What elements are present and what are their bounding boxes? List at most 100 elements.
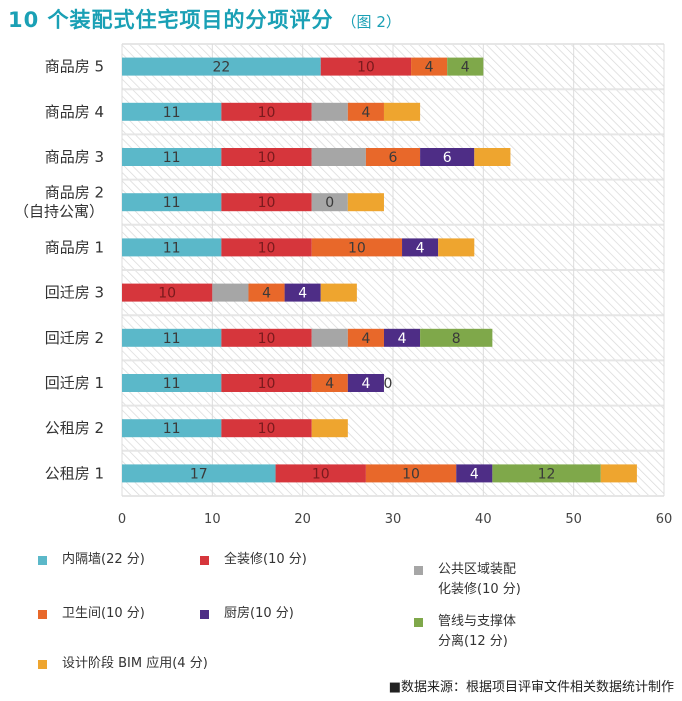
- data-label: 4: [461, 60, 470, 76]
- bar-segment: [311, 148, 366, 166]
- x-tick-label: 20: [294, 512, 311, 527]
- data-label: 11: [163, 421, 181, 437]
- category-label: 商品房 4: [45, 103, 104, 121]
- legend-label: 设计阶段 BIM 应用(4 分): [62, 656, 208, 671]
- data-label: 11: [163, 105, 181, 121]
- data-label: 6: [389, 150, 398, 166]
- bar-segment: [456, 464, 493, 483]
- data-label: 4: [361, 331, 370, 347]
- data-label: 10: [258, 150, 276, 166]
- legend-swatch: [38, 610, 47, 619]
- bar-segment: [122, 419, 222, 438]
- bar-segment: [474, 148, 511, 166]
- bar-segment: [221, 238, 312, 257]
- x-tick-label: 0: [118, 512, 126, 527]
- category-label: 回迁房 2: [45, 329, 104, 347]
- bar-segment: [492, 464, 601, 483]
- x-tick-label: 40: [475, 512, 492, 527]
- bar-segment: [122, 148, 222, 166]
- data-label: 10: [357, 60, 375, 76]
- data-label: 11: [163, 195, 181, 211]
- data-label: 17: [190, 466, 208, 482]
- category-label: 商品房 3: [45, 148, 104, 166]
- bar-segment: [122, 57, 321, 76]
- bar-segment: [383, 102, 421, 121]
- bar-segment: [122, 102, 222, 121]
- x-tick-label: 50: [565, 512, 582, 527]
- bar-segment: [600, 464, 637, 483]
- data-label: 4: [470, 466, 479, 482]
- x-tick-label: 10: [204, 512, 221, 527]
- legend-label: 全装修(10 分): [224, 552, 307, 567]
- legend-item: 内隔墙(22 分): [38, 550, 298, 594]
- data-label: 4: [325, 376, 334, 392]
- chart-subtitle: （图 2）: [341, 13, 401, 31]
- data-source-note: ■数据来源：根据项目评审文件相关数据统计制作: [388, 680, 674, 695]
- legend-label: 厨房(10 分): [224, 606, 294, 621]
- legend-item: 全装修(10 分): [200, 550, 460, 594]
- bar-segment: [221, 193, 312, 212]
- legend-item: 公共区域装配 化装修(10 分): [414, 560, 674, 604]
- bar-segment: [320, 283, 357, 302]
- legend-swatch: [200, 556, 209, 565]
- bar-segment: [420, 148, 475, 166]
- bar-segment: [420, 328, 493, 347]
- bar-segment: [221, 419, 312, 438]
- data-label: 11: [163, 376, 181, 392]
- bar-segment: [347, 193, 384, 212]
- data-label: 4: [398, 331, 407, 347]
- legend-swatch: [38, 660, 47, 669]
- bar-segment: [365, 464, 457, 483]
- bar-segment: [311, 328, 348, 347]
- legend-swatch: [38, 556, 47, 565]
- data-label: 0: [325, 195, 334, 211]
- title-block: 10 个装配式住宅项目的分项评分 （图 2）: [8, 4, 401, 36]
- legend-item: 设计阶段 BIM 应用(4 分): [38, 654, 298, 698]
- data-label: 4: [425, 60, 434, 76]
- data-label: 10: [158, 286, 176, 302]
- data-label: 10: [258, 240, 276, 256]
- bar-segment: [311, 419, 348, 438]
- category-label: 商品房 5: [45, 58, 104, 76]
- bars-group: 2210404111040111066011100111010401044011…: [122, 57, 637, 483]
- bar-segment: [402, 238, 439, 257]
- legend-item: 管线与支撑体 分离(12 分): [414, 612, 674, 656]
- bar-segment: [122, 328, 222, 347]
- data-label: 11: [163, 331, 181, 347]
- legend-item: 厨房(10 分): [200, 604, 460, 648]
- bar-segment: [122, 283, 213, 302]
- grid-lines: [121, 43, 665, 497]
- category-labels: 商品房 5 商品房 4 商品房 3 商品房 2 （自持公寓） 商品房 1 回迁房 3 回迁房 …: [14, 58, 104, 483]
- bar-segment: [411, 57, 448, 76]
- legend-swatch: [200, 610, 209, 619]
- bar-segment: [320, 57, 412, 76]
- bar-segment: [221, 148, 312, 166]
- x-tick-labels: 0 10 20 30 40 50 60: [118, 512, 672, 527]
- data-label: 4: [298, 286, 307, 302]
- data-label: 11: [163, 150, 181, 166]
- bar-segment: [311, 102, 348, 121]
- bar-segment: [122, 464, 276, 483]
- bar-segment: [447, 57, 484, 76]
- bar-segment: [311, 238, 403, 257]
- bar-segment: [311, 374, 348, 392]
- category-label: 公租房 1: [45, 464, 104, 482]
- legend-item: 卫生间(10 分): [38, 604, 298, 648]
- data-label: 10: [258, 195, 276, 211]
- bar-segment: [221, 374, 312, 392]
- data-label: 10: [258, 105, 276, 121]
- data-label: 6: [443, 150, 452, 166]
- bar-segment: [284, 283, 321, 302]
- data-label: 10: [258, 331, 276, 347]
- data-label: 10: [402, 466, 420, 482]
- legend-label: 管线与支撑体 分离(12 分): [438, 614, 517, 649]
- data-label: 4: [416, 240, 425, 256]
- data-label: 4: [262, 286, 271, 302]
- legend-label: 公共区域装配 化装修(10 分): [438, 562, 521, 597]
- bar-segment: [347, 328, 384, 347]
- category-label: 公租房 2: [45, 419, 104, 437]
- bar-segment: [438, 238, 475, 257]
- legend-swatch: [414, 618, 423, 627]
